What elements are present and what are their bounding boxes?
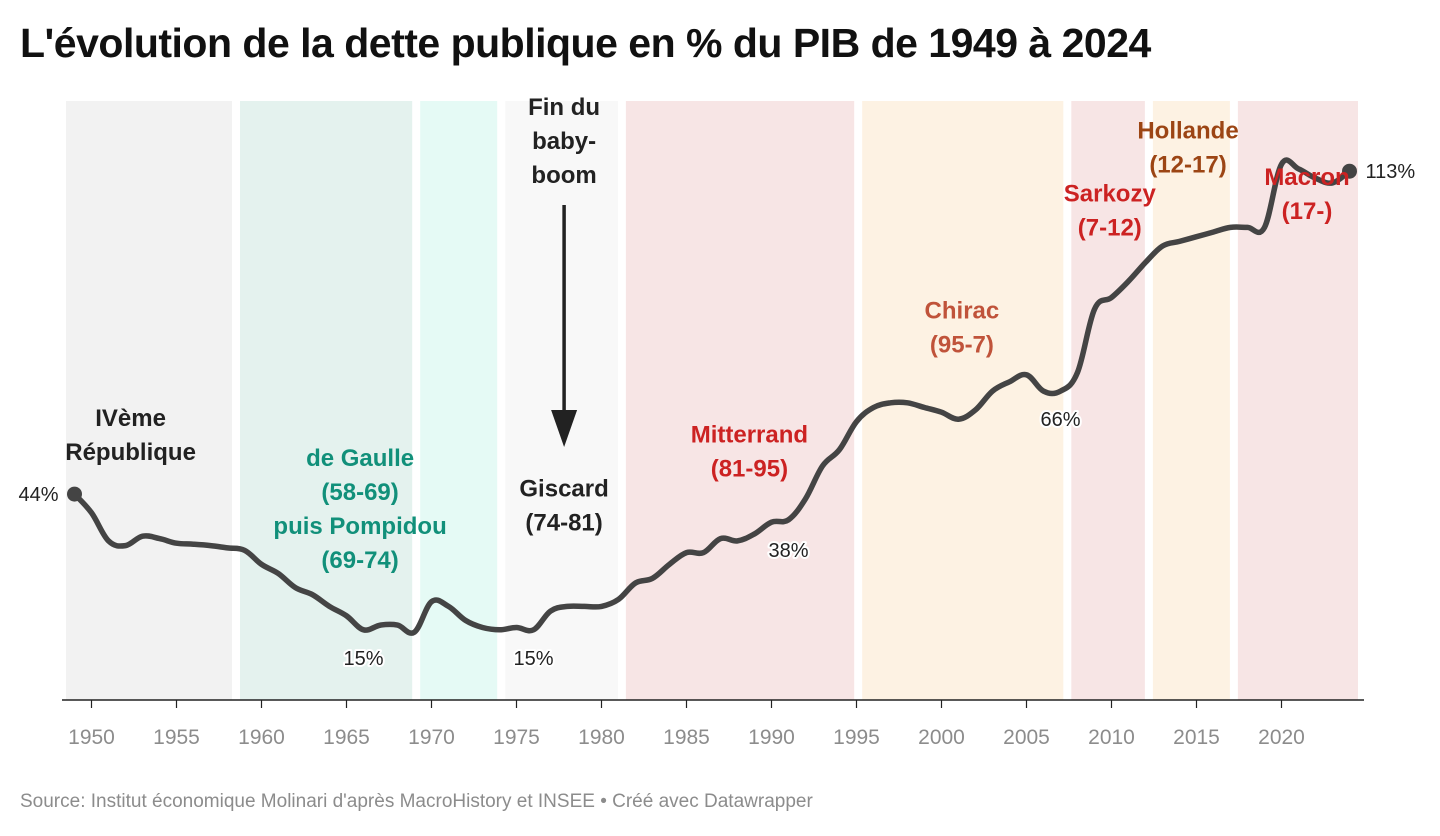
chart-title: L'évolution de la dette publique en % du… [20,20,1151,66]
period-label-8-line-1: Macron [1264,164,1349,191]
value-label-4: 38% [768,540,808,562]
period-label-5: Chirac (95-7) [925,298,1000,359]
end-point-marker [1342,163,1357,179]
period-label-4: Mitterrand (81-95) [691,422,808,483]
x-tick-label-1950: 1950 [68,726,115,749]
x-tick-label-2000: 2000 [918,726,965,749]
period-label-1: IVème République [65,405,196,466]
source-note: Source: Institut économique Molinari d'a… [20,791,813,812]
value-label-5: 66% [1040,409,1080,431]
x-tick-label-1995: 1995 [833,726,880,749]
period-band-7 [1071,101,1145,700]
presidency-bands [66,101,1358,700]
value-label-1: 44% [18,484,58,506]
x-tick-label-2005: 2005 [1003,726,1050,749]
x-axis: 1950 1955 1960 1965 1970 1975 1980 1985 1990 1995… [62,699,1364,749]
period-label-6-line-2: (7-12) [1078,215,1142,242]
period-label-7: Hollande (12-17) [1137,117,1238,178]
period-label-2: de Gaulle (58-69) puis Pompidou (69-74) [273,445,446,574]
value-label-6: 113% [1366,161,1416,183]
baby-boom-arrow-head [551,410,578,447]
x-tick-label-1955: 1955 [153,726,200,749]
baby-boom-label-line-3: boom [531,162,596,189]
x-tick-label-1960: 1960 [238,726,285,749]
period-label-3-line-2: (74-81) [525,509,602,536]
period-label-4-line-1: Mitterrand [691,422,808,449]
period-label-1-line-1: IVème [95,405,166,432]
x-tick-label-1965: 1965 [323,726,370,749]
value-label-3: 15% [513,648,553,670]
period-label-8: Macron (17-) [1264,164,1349,225]
period-band-5 [625,101,855,700]
period-band-2 [240,101,413,700]
x-tick-label-1990: 1990 [748,726,795,749]
x-tick-label-1975: 1975 [493,726,540,749]
x-tick-label-2010: 2010 [1088,726,1135,749]
debt-line-layer [67,157,1357,636]
period-label-4-line-2: (81-95) [711,456,788,483]
period-label-7-line-1: Hollande [1137,117,1238,144]
period-label-8-line-2: (17-) [1282,198,1333,225]
period-label-6: Sarkozy (7-12) [1064,181,1157,242]
period-label-3: Giscard (74-81) [519,475,608,536]
value-label-2: 15% [343,648,383,670]
period-band-3 [420,101,498,700]
x-tick-label-1980: 1980 [578,726,625,749]
period-label-2-line-3: puis Pompidou [273,513,446,540]
x-tick-label-1970: 1970 [408,726,455,749]
debt-series-line [71,157,1353,636]
annotation-layer: 44% 15% 15% 38% 66% 113% IVème République de Gau… [16,94,1417,672]
period-label-2-line-1: de Gaulle [306,445,414,472]
period-band-1 [66,101,232,700]
baby-boom-label: Fin du baby-boom [528,94,600,189]
x-tick-label-1985: 1985 [663,726,710,749]
period-band-4 [505,101,618,700]
period-label-2-line-4: (69-74) [321,547,398,574]
baby-boom-label-line-2: baby- [532,128,596,155]
period-label-5-line-2: (95-7) [930,332,994,359]
period-label-1-line-2: République [65,439,196,466]
period-band-9 [1237,101,1358,700]
period-label-3-line-1: Giscard [519,475,608,502]
x-tick-label-2020: 2020 [1258,726,1305,749]
period-label-5-line-1: Chirac [925,298,1000,325]
x-tick-label-2015: 2015 [1173,726,1220,749]
start-point-marker [67,486,82,502]
period-band-8 [1152,101,1230,700]
period-label-6-line-1: Sarkozy [1064,181,1157,208]
debt-line-chart: 1950 1955 1960 1965 1970 1975 1980 1985 1990 1995… [16,94,1417,749]
period-label-7-line-2: (12-17) [1149,151,1226,178]
baby-boom-label-line-1: Fin du [528,94,600,121]
period-label-2-line-2: (58-69) [321,479,398,506]
